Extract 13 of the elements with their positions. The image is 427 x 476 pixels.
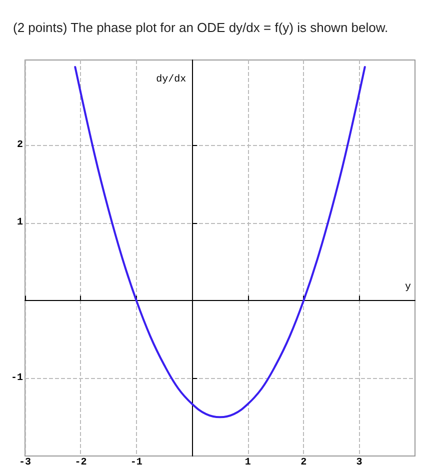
y-tick-label: 2	[16, 140, 23, 151]
y-tick-label: -1	[10, 372, 23, 384]
x-tick-label: -1	[130, 458, 142, 468]
x-tick-label: 3	[356, 458, 362, 468]
line-series	[74, 66, 366, 418]
chart-title: (2 points) The phase plot for an ODE dy/dx = f(y) is shown below.	[13, 20, 388, 35]
y-axis-title: dy/dx	[156, 74, 186, 86]
x-tick-label: 2	[300, 458, 307, 468]
x-tick-label: 1	[244, 458, 251, 468]
y-tick-label: 1	[16, 218, 23, 229]
x-axis-title: y	[405, 282, 412, 294]
x-tick-label: -2	[74, 458, 87, 468]
x-tick-label: -3	[18, 458, 32, 468]
